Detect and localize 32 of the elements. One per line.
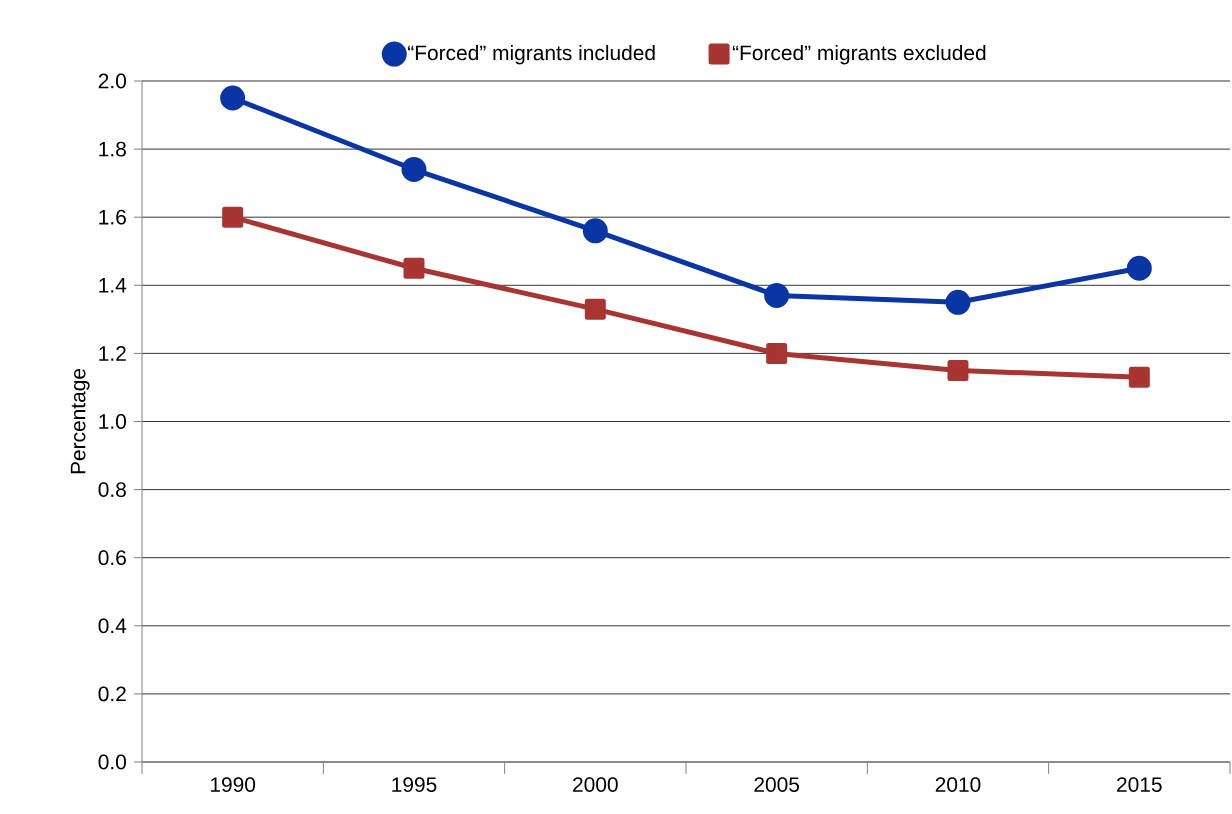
point [401,157,427,183]
x-tick-label: 2005 [754,777,800,792]
point [1128,366,1150,388]
x-tick-label: 2015 [1117,777,1162,792]
point [582,218,608,244]
point [222,206,244,228]
y-tick-label: 1.2 [99,346,126,361]
point [403,257,425,279]
point [945,289,971,315]
y-axis-title: Percentage [70,368,90,474]
point [947,359,969,381]
y-tick-label: 0.2 [98,686,126,702]
y-tick-label: 0.0 [98,754,126,770]
x-tick-label: 1995 [392,777,437,792]
x-tick-label: 1990 [210,777,256,792]
legend-label: “Forced” migrants included [408,44,655,65]
x-tick-label: 2000 [573,777,618,792]
x-tick-label: 2010 [935,777,981,792]
y-tick-label: 0.4 [98,618,127,634]
point [764,283,790,309]
point [1126,255,1152,281]
y-tick-label: 0.8 [98,482,126,497]
y-tick-label: 1.0 [99,414,126,429]
y-tick-label: 0.6 [98,550,126,566]
y-tick-label: 2.0 [98,73,126,89]
legend-label: “Forced” migrants excluded [732,44,986,65]
point [766,342,788,364]
y-tick-label: 1.4 [99,278,127,293]
y-tick-label: 1.6 [99,209,126,225]
y-tick-label: 1.8 [99,141,126,157]
point [220,85,246,111]
point [584,298,606,320]
